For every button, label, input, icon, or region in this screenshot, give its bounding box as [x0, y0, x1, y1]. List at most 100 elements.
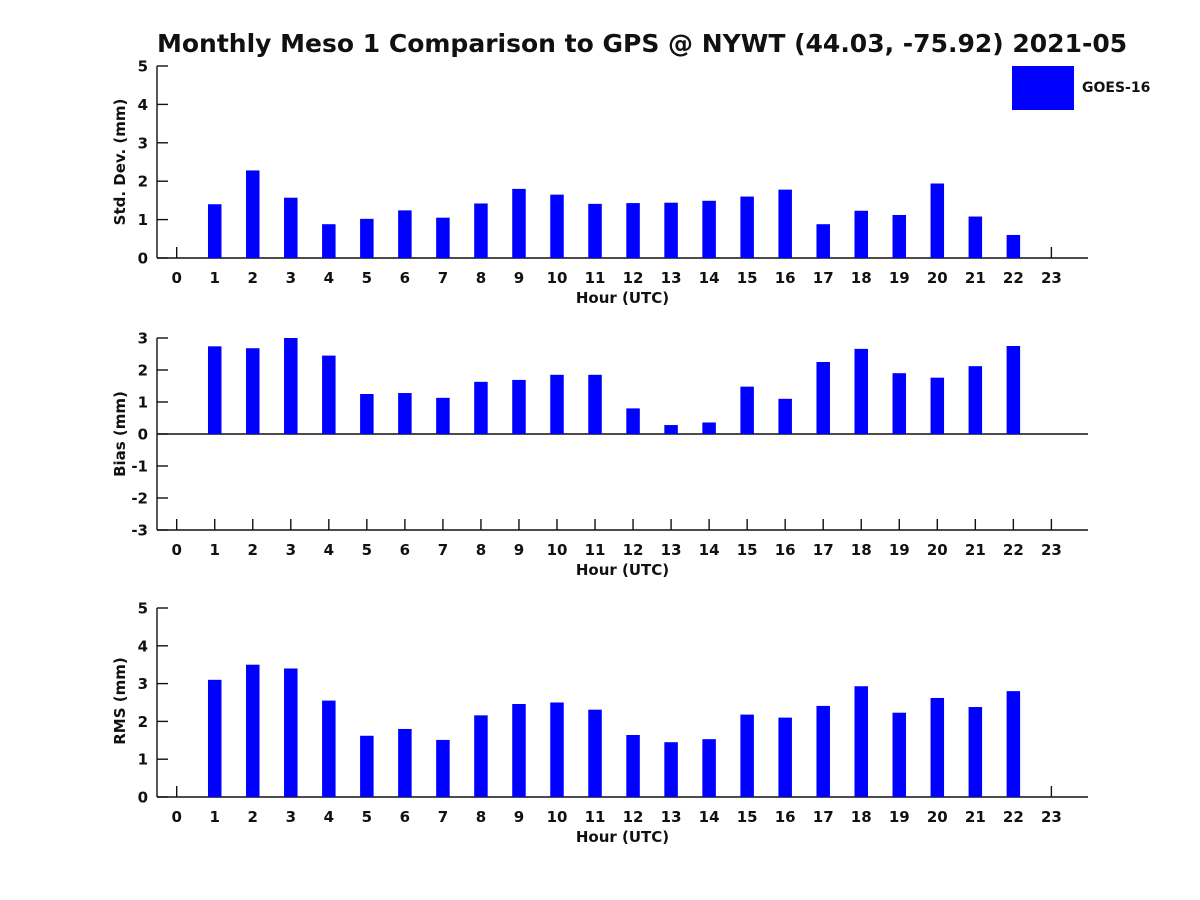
x-tick-label: 19	[889, 808, 910, 826]
x-tick-label: 21	[965, 541, 986, 559]
x-tick-label: 13	[661, 541, 682, 559]
x-tick-label: 18	[851, 269, 872, 287]
x-tick-label: 20	[927, 808, 948, 826]
bar-bias-hour-5	[360, 394, 374, 434]
bar-std-dev-hour-12	[626, 203, 640, 258]
bar-rms-hour-13	[664, 742, 678, 797]
bar-rms-hour-10	[550, 702, 564, 797]
bar-std-dev-hour-21	[968, 216, 983, 258]
x-tick-label: 7	[438, 269, 448, 287]
x-tick-label: 0	[171, 541, 181, 559]
bar-rms-hour-5	[360, 735, 374, 797]
bar-std-dev-hour-5	[360, 218, 374, 258]
bar-bias-hour-18	[854, 348, 868, 434]
x-tick-label: 12	[623, 541, 644, 559]
bar-bias-hour-2	[246, 348, 260, 434]
x-tick-label: 4	[324, 269, 334, 287]
x-tick-label: 15	[737, 808, 758, 826]
bar-rms-hour-19	[892, 712, 907, 797]
y-tick-label: 3	[138, 675, 148, 693]
x-tick-label: 4	[324, 541, 334, 559]
x-tick-label: 7	[438, 808, 448, 826]
y-tick-label: 5	[138, 58, 148, 76]
bar-rms-hour-20	[930, 697, 945, 797]
x-tick-label: 17	[813, 269, 834, 287]
bar-bias-hour-15	[740, 386, 754, 434]
bar-rms-hour-2	[246, 664, 260, 797]
bar-rms-hour-16	[778, 717, 792, 797]
x-tick-label: 4	[324, 808, 334, 826]
x-tick-label: 12	[623, 269, 644, 287]
x-tick-label: 12	[623, 808, 644, 826]
x-tick-label: 23	[1041, 808, 1062, 826]
bar-bias-hour-4	[322, 355, 336, 434]
x-tick-label: 22	[1003, 541, 1024, 559]
x-tick-label: 11	[585, 808, 606, 826]
y-tick-label: 5	[138, 600, 148, 618]
x-tick-label: 15	[737, 269, 758, 287]
x-tick-label: 16	[775, 269, 796, 287]
x-tick-label: 22	[1003, 269, 1024, 287]
x-tick-label: 2	[248, 808, 258, 826]
x-tick-label: 21	[965, 269, 986, 287]
x-tick-label: 3	[286, 541, 296, 559]
y-tick-label: -1	[131, 458, 148, 476]
bar-rms-hour-4	[322, 700, 336, 797]
bar-std-dev-hour-6	[398, 210, 412, 258]
bar-bias-hour-10	[550, 374, 564, 434]
y-tick-label: 1	[138, 394, 148, 412]
x-tick-label: 13	[661, 808, 682, 826]
bar-std-dev-hour-8	[474, 203, 488, 258]
x-tick-label: 3	[286, 269, 296, 287]
x-tick-label: 14	[699, 541, 720, 559]
bar-std-dev-hour-11	[588, 203, 602, 258]
y-tick-label: 2	[138, 362, 148, 380]
xlabel-hour-utc-bottom: Hour (UTC)	[575, 828, 670, 846]
bar-std-dev-hour-17	[816, 224, 830, 258]
x-tick-label: 7	[438, 541, 448, 559]
x-tick-label: 10	[547, 269, 568, 287]
x-tick-label: 2	[248, 269, 258, 287]
y-tick-label: 2	[138, 713, 148, 731]
x-tick-label: 6	[400, 541, 410, 559]
bar-rms-hour-11	[588, 709, 602, 797]
x-tick-label: 19	[889, 541, 910, 559]
y-tick-label: 0	[138, 426, 148, 444]
x-tick-label: 6	[400, 808, 410, 826]
xlabel-hour-utc-middle: Hour (UTC)	[575, 561, 670, 579]
x-tick-label: 5	[362, 541, 372, 559]
bar-std-dev-hour-22	[1006, 234, 1021, 258]
y-tick-label: -2	[131, 490, 148, 508]
bar-std-dev-hour-20	[930, 183, 945, 258]
x-tick-label: 9	[514, 541, 524, 559]
legend-swatch-goes16	[1012, 66, 1074, 110]
bar-bias-hour-12	[626, 408, 640, 434]
bar-std-dev-hour-9	[512, 188, 526, 258]
x-tick-label: 2	[248, 541, 258, 559]
x-tick-label: 17	[813, 808, 834, 826]
x-tick-label: 6	[400, 269, 410, 287]
bar-rms-hour-9	[512, 704, 526, 797]
bar-bias-hour-8	[474, 381, 488, 434]
bar-rms-hour-17	[816, 705, 830, 797]
x-tick-label: 23	[1041, 541, 1062, 559]
bar-std-dev-hour-19	[892, 214, 907, 258]
bar-bias-hour-9	[512, 379, 526, 434]
bar-bias-hour-17	[816, 362, 830, 434]
y-tick-label: 0	[138, 789, 148, 807]
bar-rms-hour-7	[436, 739, 450, 797]
bar-std-dev-hour-3	[284, 197, 298, 258]
legend: GOES-16	[1012, 66, 1150, 110]
y-tick-label: 0	[138, 250, 148, 268]
x-tick-label: 10	[547, 541, 568, 559]
x-tick-label: 16	[775, 808, 796, 826]
x-tick-label: 15	[737, 541, 758, 559]
bar-bias-hour-21	[968, 366, 983, 434]
bar-bias-hour-16	[778, 398, 792, 434]
x-tick-label: 18	[851, 808, 872, 826]
legend-label-goes16: GOES-16	[1082, 80, 1151, 96]
bar-std-dev-hour-1	[207, 204, 222, 258]
